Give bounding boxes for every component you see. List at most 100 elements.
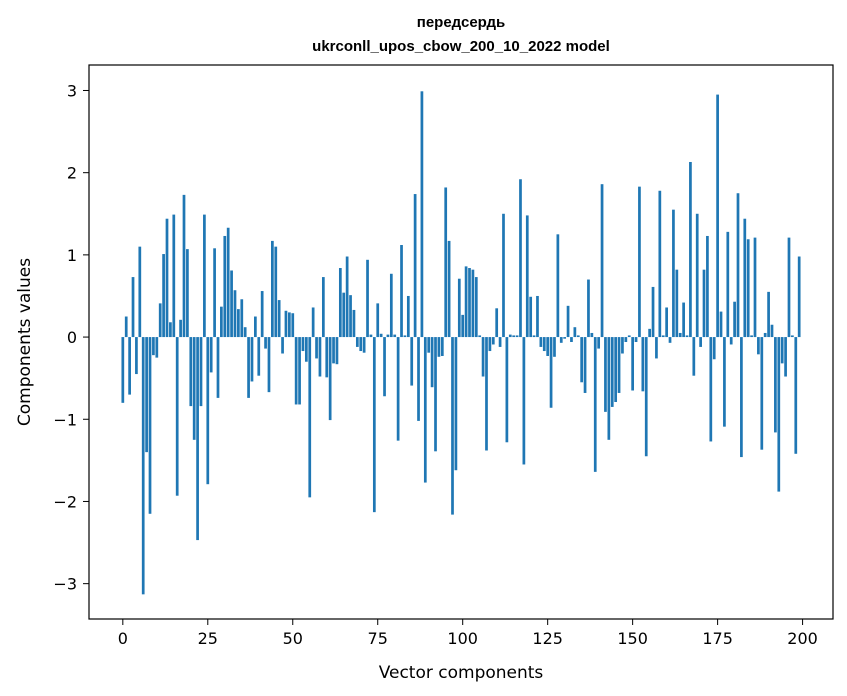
bar xyxy=(573,327,577,338)
bar xyxy=(403,335,407,338)
bar xyxy=(284,310,288,338)
bar xyxy=(359,337,363,352)
bar xyxy=(549,337,553,408)
bar xyxy=(678,332,682,338)
bar xyxy=(726,231,730,338)
bar xyxy=(655,337,658,359)
bar xyxy=(247,337,250,398)
bar xyxy=(124,316,128,338)
bar xyxy=(267,337,271,393)
bar xyxy=(757,337,760,355)
bar xyxy=(138,246,142,338)
bar xyxy=(274,246,278,338)
bar xyxy=(216,337,220,398)
bar xyxy=(583,337,587,393)
bar xyxy=(298,337,301,405)
bar xyxy=(760,337,764,450)
bar xyxy=(291,313,295,338)
bar xyxy=(617,337,621,393)
bar xyxy=(658,190,662,338)
bar xyxy=(301,337,305,352)
bar xyxy=(389,273,393,338)
bar xyxy=(379,333,383,338)
bar xyxy=(576,335,580,338)
y-axis-label: Components values xyxy=(15,258,35,426)
bar xyxy=(485,337,488,451)
bar xyxy=(318,337,322,377)
bar xyxy=(604,337,607,412)
bar xyxy=(257,337,261,376)
bar xyxy=(665,307,668,338)
y-tick-label: 1 xyxy=(67,246,77,265)
bar xyxy=(675,269,679,338)
bar xyxy=(692,337,696,376)
bar xyxy=(355,337,359,347)
plot-area-frame xyxy=(88,64,834,620)
bar xyxy=(610,337,614,407)
bar xyxy=(342,292,346,338)
bar xyxy=(743,218,747,338)
bar xyxy=(406,295,410,338)
bar xyxy=(444,187,448,338)
bar xyxy=(791,335,794,338)
bar xyxy=(784,337,787,377)
bar xyxy=(434,337,437,452)
bar xyxy=(634,337,638,342)
bar xyxy=(641,337,645,392)
bar xyxy=(587,279,590,338)
chart-title: передсердь xyxy=(417,14,505,31)
bar xyxy=(478,335,482,338)
bar xyxy=(335,337,339,365)
bar xyxy=(763,332,767,338)
chart-subtitle: ukrconll_upos_cbow_200_10_2022 model xyxy=(312,38,610,55)
bar xyxy=(474,277,478,338)
bar xyxy=(740,337,743,458)
bar xyxy=(590,332,594,338)
bar xyxy=(699,337,702,347)
bar xyxy=(553,337,556,357)
bar xyxy=(135,337,138,375)
bar xyxy=(559,337,563,343)
bar xyxy=(797,256,801,338)
bar xyxy=(600,184,604,338)
bar xyxy=(203,214,206,338)
x-tick-label: 0 xyxy=(118,629,128,648)
bar xyxy=(607,337,611,440)
bar xyxy=(220,306,223,338)
bar xyxy=(321,277,325,338)
bar xyxy=(716,94,719,338)
bar xyxy=(753,237,757,338)
bar xyxy=(349,295,352,338)
bar xyxy=(294,337,298,405)
bar xyxy=(536,295,539,338)
bar xyxy=(638,186,641,338)
bar xyxy=(498,337,502,347)
bar xyxy=(719,311,723,338)
bar xyxy=(410,337,414,386)
bar xyxy=(376,303,380,338)
y-tick-label: −2 xyxy=(53,492,77,511)
bar xyxy=(457,278,461,338)
bar xyxy=(570,337,573,342)
bar xyxy=(186,249,189,338)
bar xyxy=(240,299,244,338)
bar xyxy=(750,335,753,338)
bar xyxy=(427,337,431,353)
bar xyxy=(328,337,332,421)
bar xyxy=(627,335,631,338)
bar xyxy=(522,337,526,465)
bar xyxy=(787,237,791,338)
bar xyxy=(196,337,199,541)
bar xyxy=(539,337,543,347)
bar xyxy=(794,337,798,454)
x-tick-label: 100 xyxy=(447,629,478,648)
bar xyxy=(372,337,376,513)
bar xyxy=(396,337,400,441)
bar xyxy=(366,259,369,338)
bar xyxy=(767,291,770,338)
bar xyxy=(706,235,709,338)
bar xyxy=(464,266,468,338)
bar xyxy=(668,337,672,343)
bar xyxy=(580,337,584,383)
